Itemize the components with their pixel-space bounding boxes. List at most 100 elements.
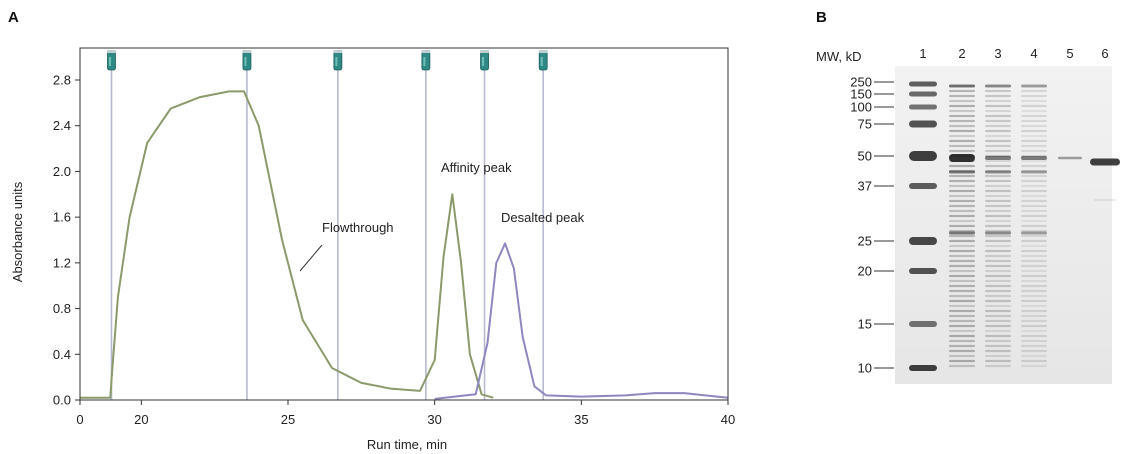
gel-band xyxy=(949,139,975,143)
gel-band xyxy=(949,114,975,118)
gel-band xyxy=(1021,284,1047,288)
gel-band xyxy=(1021,324,1047,328)
gel-band xyxy=(1021,264,1047,268)
gel-band xyxy=(1021,339,1047,343)
gel-band xyxy=(909,104,937,110)
gel-band xyxy=(949,219,975,223)
gel-band xyxy=(1021,159,1047,163)
gel-band xyxy=(985,289,1011,293)
gel-band xyxy=(949,344,975,348)
mw-marker-label: 10 xyxy=(858,361,872,376)
gel-band xyxy=(1021,354,1047,358)
gel-band xyxy=(1021,359,1047,363)
mw-marker-label: 100 xyxy=(850,100,872,115)
gel-band xyxy=(909,268,937,274)
panel-a-label: A xyxy=(8,9,19,26)
gel-band xyxy=(1021,294,1047,298)
gel-band xyxy=(1021,244,1047,248)
gel-band xyxy=(985,179,1011,183)
gel-band xyxy=(985,84,1011,88)
gel-band xyxy=(949,304,975,308)
gel-band xyxy=(985,149,1011,153)
gel-band xyxy=(985,254,1011,258)
fraction-tube-icon xyxy=(106,50,116,71)
gel-band xyxy=(1021,164,1047,168)
gel-band xyxy=(949,231,975,235)
gel-band xyxy=(985,114,1011,118)
gel-band xyxy=(949,234,975,238)
gel-band xyxy=(949,209,975,213)
gel-band xyxy=(985,274,1011,278)
gel-band xyxy=(1021,199,1047,203)
gel-band xyxy=(909,365,937,371)
gel-band xyxy=(985,279,1011,283)
gel-band xyxy=(985,284,1011,288)
gel-band xyxy=(949,274,975,278)
plot-frame xyxy=(79,47,729,401)
gel-band xyxy=(985,99,1011,103)
mw-marker-label: 50 xyxy=(858,149,872,164)
gel-band xyxy=(949,144,975,148)
gel-band xyxy=(985,189,1011,193)
gel-band xyxy=(1021,169,1047,173)
gel-band xyxy=(985,259,1011,263)
gel-band xyxy=(985,134,1011,138)
gel-band xyxy=(909,151,937,161)
gel-band xyxy=(985,264,1011,268)
gel-band xyxy=(1021,254,1047,258)
mw-marker-label: 150 xyxy=(850,87,872,102)
mw-marker-label: 15 xyxy=(858,317,872,332)
gel-band xyxy=(949,334,975,338)
gel-band xyxy=(1021,189,1047,193)
gel-band xyxy=(1021,344,1047,348)
gel-band xyxy=(949,204,975,208)
gel-band xyxy=(909,120,937,128)
gel-band xyxy=(949,264,975,268)
gel-band xyxy=(949,164,975,168)
gel-band xyxy=(985,129,1011,133)
gel-band xyxy=(985,299,1011,303)
gel-background xyxy=(895,66,1112,384)
series-line-0 xyxy=(80,90,494,399)
x-tick-label: 20 xyxy=(134,412,148,427)
gel-band xyxy=(985,344,1011,348)
x-tick-label: 25 xyxy=(281,412,295,427)
gel-band xyxy=(985,119,1011,123)
gel-band xyxy=(1021,139,1047,143)
gel-band xyxy=(985,169,1011,173)
gel-band xyxy=(949,214,975,218)
gel-band xyxy=(985,139,1011,143)
gel-band xyxy=(1021,114,1047,118)
gel-band xyxy=(1021,156,1047,160)
gel-band xyxy=(949,294,975,298)
gel-band xyxy=(1021,309,1047,313)
gel-band xyxy=(1021,299,1047,303)
gel-band xyxy=(985,239,1011,243)
gel-band xyxy=(1021,184,1047,188)
gel-lane-label: 1 xyxy=(919,46,926,61)
gel-band xyxy=(949,154,975,162)
gel-band xyxy=(1021,84,1047,88)
gel-band xyxy=(985,354,1011,358)
gel-band xyxy=(985,104,1011,108)
x-tick-label: 30 xyxy=(427,412,441,427)
mw-marker-label: 25 xyxy=(858,234,872,249)
gel-band xyxy=(949,89,975,93)
mw-marker-label: 250 xyxy=(850,75,872,90)
gel-band xyxy=(949,84,975,88)
gel-band xyxy=(1021,174,1047,178)
gel-band xyxy=(1021,134,1047,138)
gel-band xyxy=(949,349,975,353)
flowthrough-leader xyxy=(299,244,323,272)
gel-band xyxy=(1021,124,1047,128)
gel-band xyxy=(1021,249,1047,253)
gel-band xyxy=(985,214,1011,218)
gel-band xyxy=(1021,104,1047,108)
gel-band xyxy=(949,170,975,174)
gel-band xyxy=(949,109,975,113)
gel-band xyxy=(985,124,1011,128)
gel-lane-label: 3 xyxy=(994,46,1001,61)
gel-band xyxy=(985,164,1011,168)
gel-band xyxy=(1058,156,1082,160)
